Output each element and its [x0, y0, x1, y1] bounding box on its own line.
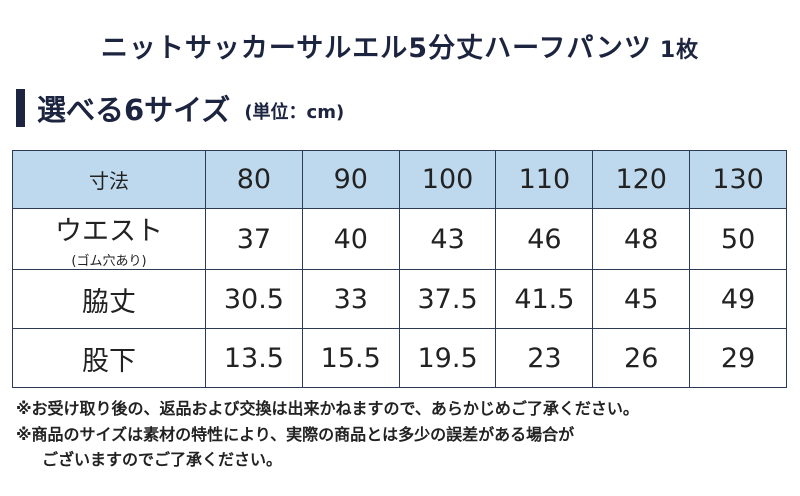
table-cell: 48	[592, 208, 691, 270]
table-cell: 23	[495, 328, 594, 388]
dimension-header: 寸法	[12, 150, 206, 209]
size-header-130: 130	[689, 150, 787, 209]
section-accent-bar	[16, 89, 25, 127]
disclaimer-notes: ※お受け取り後の、返品および交換は出来かねますので、あらかじめご了承ください。 …	[16, 396, 796, 473]
table-cell: 30.5	[205, 269, 303, 329]
row-label-text: ウエスト	[55, 216, 163, 247]
table-cell: 13.5	[205, 328, 303, 388]
product-title: ニットサッカーサルエル5分丈ハーフパンツ 1枚	[0, 26, 800, 65]
note-size-variance-cont: ございますのでご了承ください。	[42, 450, 283, 469]
table-row-inseam: 股下 13.5 15.5 19.5 23 26 29	[12, 328, 787, 388]
unit-note: (単位：cm)	[244, 102, 345, 123]
product-quantity: 1枚	[659, 38, 700, 63]
table-cell: 43	[398, 208, 497, 270]
size-header-80: 80	[205, 150, 303, 209]
table-cell: 26	[592, 328, 691, 388]
row-sublabel: (ゴム穴あり)	[71, 254, 147, 269]
table-cell: 50	[689, 208, 787, 270]
note-size-variance: ※商品のサイズは素材の特性により、実際の商品とは多少の誤差がある場合が	[16, 424, 575, 444]
table-cell: 19.5	[398, 328, 497, 388]
row-label-waist: ウエスト (ゴム穴あり)	[12, 208, 206, 270]
size-header-100: 100	[398, 150, 497, 209]
table-cell: 33	[301, 269, 400, 329]
table-cell: 46	[495, 208, 594, 270]
table-cell: 41.5	[495, 269, 594, 329]
table-row-waist: ウエスト (ゴム穴あり) 37 40 43 46 48 50	[12, 208, 787, 270]
table-cell: 49	[689, 269, 787, 329]
note-returns: ※お受け取り後の、返品および交換は出来かねますので、あらかじめご了承ください。	[16, 399, 639, 418]
row-label-side-length: 脇丈	[12, 269, 206, 329]
size-header-90: 90	[301, 150, 400, 209]
table-cell: 37	[205, 208, 303, 270]
table-cell: 40	[301, 208, 400, 270]
size-header-120: 120	[592, 150, 691, 209]
table-cell: 45	[592, 269, 691, 329]
table-cell: 37.5	[398, 269, 497, 329]
product-title-text: ニットサッカーサルエル5分丈ハーフパンツ	[100, 33, 652, 64]
row-label-inseam: 股下	[12, 328, 206, 388]
section-title: 選べる6サイズ	[37, 93, 231, 127]
table-cell: 15.5	[301, 328, 400, 388]
size-header-110: 110	[495, 150, 594, 209]
table-row-side-length: 脇丈 30.5 33 37.5 41.5 45 49	[12, 269, 787, 329]
section-header: 選べる6サイズ (単位：cm)	[16, 88, 344, 128]
table-cell: 29	[689, 328, 787, 388]
size-header-row: 寸法 80 90 100 110 120 130	[12, 150, 787, 209]
size-table: 寸法 80 90 100 110 120 130 ウエスト (ゴム穴あり) 37…	[12, 150, 787, 388]
